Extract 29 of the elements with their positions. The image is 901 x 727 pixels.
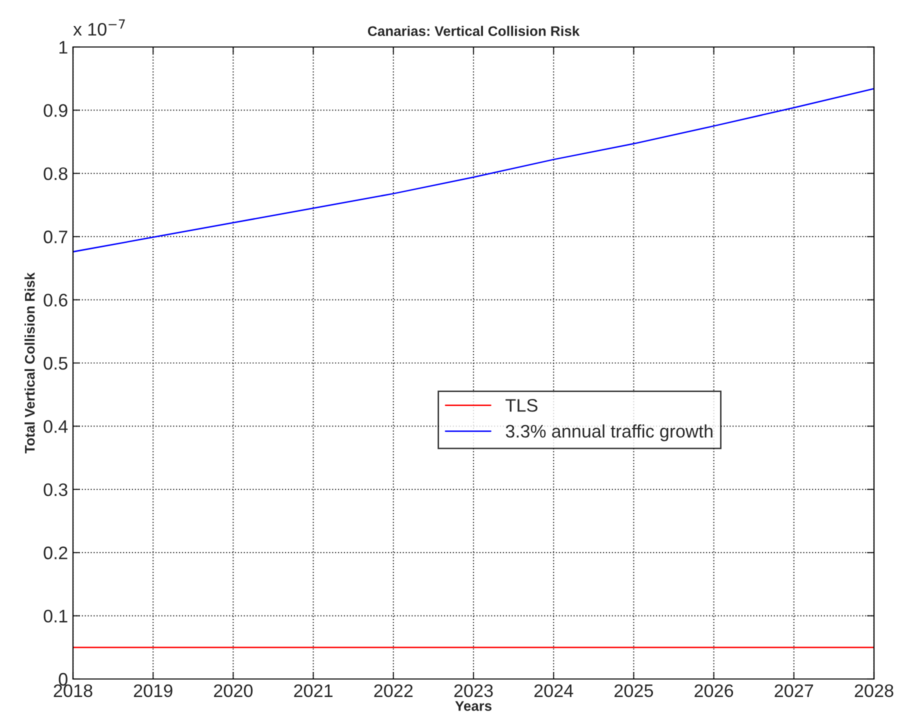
x-tick-label: 2027 bbox=[774, 684, 814, 698]
x-tick-label: 2028 bbox=[854, 684, 894, 698]
x-axis-title: Years bbox=[455, 701, 492, 711]
y-tick-label: 0.9 bbox=[44, 104, 68, 117]
y-tick-label: 0.2 bbox=[44, 546, 68, 560]
y-tick-label: 0.6 bbox=[44, 294, 68, 307]
x-tick-label: 2019 bbox=[134, 684, 172, 698]
legend-label: TLS bbox=[506, 399, 538, 412]
x-tick-label: 2023 bbox=[454, 684, 493, 698]
x-tick-label: 2026 bbox=[694, 684, 734, 698]
y-axis-title: Total Vertical Collision Risk bbox=[24, 272, 35, 454]
line-series bbox=[73, 88, 874, 252]
y-tick-label: 0.8 bbox=[44, 167, 68, 180]
y-tick-label: 0.3 bbox=[44, 483, 68, 496]
y-tick-label: 0.7 bbox=[44, 230, 68, 244]
y-tick-label: 0.4 bbox=[44, 420, 68, 433]
x-tick-label: 2020 bbox=[214, 684, 253, 698]
y-tick-label: 0.5 bbox=[44, 356, 68, 370]
y-tick-label: 1 bbox=[59, 41, 68, 54]
x-tick-label: 2025 bbox=[614, 684, 654, 698]
legend-label: 3.3% annual traffic growth bbox=[506, 424, 712, 442]
x-tick-label: 2018 bbox=[54, 684, 92, 698]
x-tick-label: 2024 bbox=[534, 684, 574, 698]
chart-title: Canarias: Vertical Collision Risk bbox=[368, 26, 580, 36]
y-tick-label: 0 bbox=[58, 672, 68, 686]
x-tick-label: 2021 bbox=[294, 684, 333, 698]
x-tick-label: 2022 bbox=[374, 684, 413, 698]
text: x 10$^{−7}$ bbox=[73, 19, 125, 36]
y-tick-label: 0.1 bbox=[44, 610, 68, 623]
